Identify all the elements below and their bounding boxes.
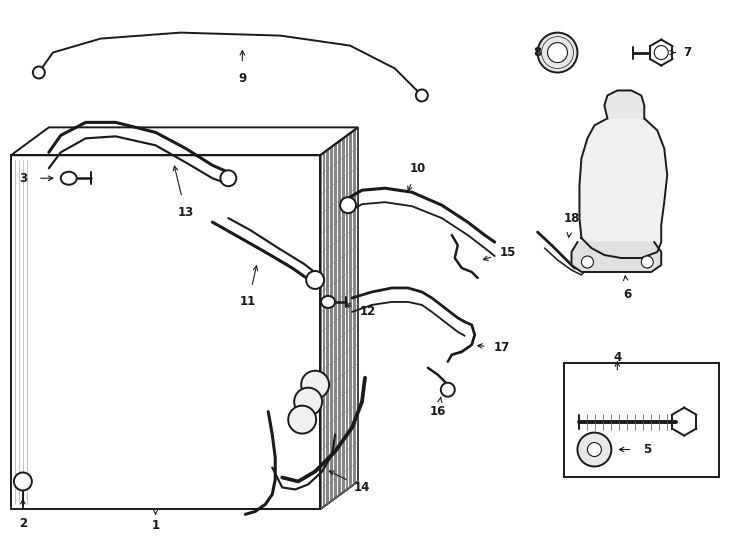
Text: 7: 7 xyxy=(683,46,691,59)
Text: 1: 1 xyxy=(151,519,159,532)
Bar xyxy=(564,363,719,477)
Circle shape xyxy=(14,472,32,490)
Polygon shape xyxy=(320,127,358,509)
Text: 9: 9 xyxy=(239,72,247,85)
Circle shape xyxy=(537,32,578,72)
Text: 15: 15 xyxy=(499,246,516,259)
Circle shape xyxy=(548,43,567,63)
Circle shape xyxy=(294,388,322,416)
Text: 2: 2 xyxy=(19,517,27,530)
Ellipse shape xyxy=(61,172,77,185)
Text: 12: 12 xyxy=(360,306,376,319)
Circle shape xyxy=(33,66,45,78)
Circle shape xyxy=(441,383,455,397)
Circle shape xyxy=(416,90,428,102)
Text: 16: 16 xyxy=(429,405,446,418)
Circle shape xyxy=(642,256,653,268)
Text: 4: 4 xyxy=(613,352,622,365)
Text: 6: 6 xyxy=(623,288,631,301)
Text: 5: 5 xyxy=(643,443,651,456)
Circle shape xyxy=(578,433,611,467)
Text: 10: 10 xyxy=(410,162,426,175)
Text: 13: 13 xyxy=(178,206,194,219)
Ellipse shape xyxy=(321,296,335,308)
Text: 14: 14 xyxy=(354,481,370,494)
Text: 11: 11 xyxy=(240,295,256,308)
Circle shape xyxy=(220,170,236,186)
Circle shape xyxy=(306,271,324,289)
Circle shape xyxy=(587,443,601,456)
Text: 18: 18 xyxy=(563,212,580,225)
Polygon shape xyxy=(604,91,644,118)
Text: 3: 3 xyxy=(19,172,27,185)
Text: 8: 8 xyxy=(534,46,542,59)
Polygon shape xyxy=(579,116,667,258)
Circle shape xyxy=(288,406,316,434)
Circle shape xyxy=(340,197,356,213)
Circle shape xyxy=(581,256,593,268)
Circle shape xyxy=(301,371,329,399)
Polygon shape xyxy=(572,242,661,272)
Circle shape xyxy=(654,45,668,59)
Text: 17: 17 xyxy=(493,341,510,354)
